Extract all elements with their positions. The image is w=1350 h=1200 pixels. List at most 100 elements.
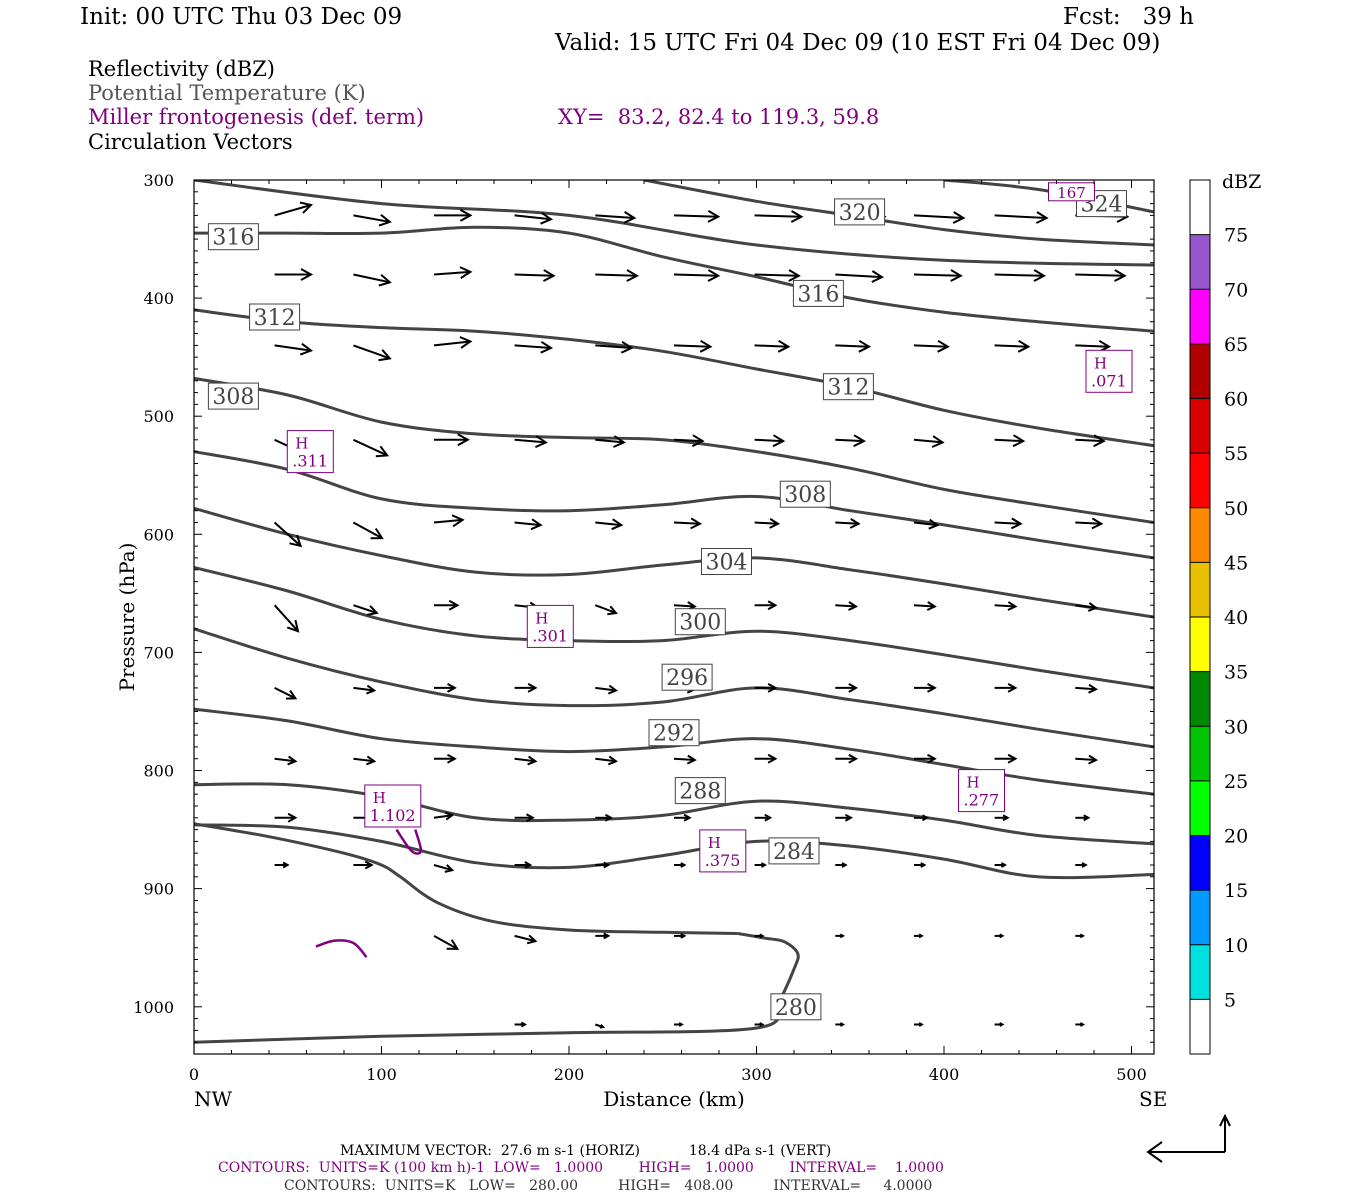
frontogenesis-max: H.277 <box>958 769 1005 813</box>
y-tick-label: 600 <box>143 525 174 544</box>
circulation-vector <box>514 1021 528 1028</box>
svg-text:.277: .277 <box>964 791 1000 810</box>
colorbar-label: 75 <box>1224 225 1248 247</box>
circulation-vector <box>754 813 773 822</box>
field-vectors: Circulation Vectors <box>88 130 293 154</box>
circulation-vector <box>913 339 950 353</box>
circulation-vector <box>352 521 384 540</box>
circulation-vector <box>434 753 457 764</box>
svg-text:.375: .375 <box>705 851 741 870</box>
svg-text:320: 320 <box>839 201 881 226</box>
svg-text:296: 296 <box>666 666 708 691</box>
circulation-vector <box>594 1023 605 1029</box>
colorbar-segment <box>1190 453 1210 508</box>
circulation-vector <box>595 813 613 822</box>
circulation-vector <box>754 933 765 939</box>
max-vector-text: MAXIMUM VECTOR: 27.6 m s-1 (HORIZ) 18.4 … <box>340 1143 831 1159</box>
svg-text:308: 308 <box>784 483 826 508</box>
svg-text:H: H <box>535 609 548 627</box>
theta-label-300: 300 <box>674 608 726 636</box>
x-tick-label: 200 <box>554 1065 585 1084</box>
circulation-vector <box>994 601 1018 611</box>
circulation-vector <box>754 753 778 764</box>
circulation-vector <box>274 755 298 766</box>
circulation-vector <box>994 434 1026 448</box>
colorbar-segment <box>1190 617 1210 672</box>
x-tick-label: 500 <box>1116 1065 1147 1084</box>
x-tick-label: 0 <box>189 1065 199 1084</box>
svg-text:280: 280 <box>775 996 817 1021</box>
x-tick-label: 300 <box>741 1065 772 1084</box>
circulation-vector <box>914 753 937 764</box>
circulation-vector <box>754 434 786 448</box>
circulation-vector <box>514 435 548 449</box>
circulation-vector <box>994 933 1005 939</box>
theta-label-292: 292 <box>648 719 700 747</box>
frontogenesis-max: 167 <box>1048 182 1095 202</box>
circulation-vector <box>994 862 1008 868</box>
y-tick-label: 700 <box>143 643 174 662</box>
theta-label-312: 312 <box>822 373 874 401</box>
x-axis-label: Distance (km) <box>603 1087 745 1111</box>
init-time: Init: 00 UTC Thu 03 Dec 09 <box>80 4 403 30</box>
svg-text:H: H <box>967 774 980 792</box>
frontogenesis-max: H.071 <box>1085 349 1133 393</box>
field-reflectivity: Reflectivity (dBZ) <box>88 57 276 81</box>
circulation-vector <box>594 604 618 616</box>
frontogenesis-contours <box>315 828 423 959</box>
circulation-vector <box>1075 269 1127 282</box>
circulation-vector <box>994 517 1023 530</box>
circulation-vector <box>595 340 634 354</box>
circulation-vector <box>673 269 721 282</box>
circulation-vector <box>914 933 924 939</box>
colorbar-segment <box>1190 780 1210 836</box>
svg-text:316: 316 <box>797 282 839 307</box>
circulation-vector <box>754 683 778 693</box>
circulation-vector <box>353 684 377 695</box>
colorbar-label: 40 <box>1224 607 1248 629</box>
circulation-vector <box>913 518 940 530</box>
colorbar-segment <box>1190 890 1210 945</box>
svg-text:.071: .071 <box>1091 371 1127 390</box>
svg-text:312: 312 <box>254 306 296 331</box>
y-tick-label: 800 <box>143 762 174 781</box>
svg-text:288: 288 <box>679 780 721 805</box>
valid-time: Valid: 15 UTC Fri 04 Dec 09 (10 EST Fri … <box>555 30 1161 56</box>
svg-text:H: H <box>1094 354 1107 372</box>
circulation-vector <box>273 604 300 633</box>
colorbar: 5 10 15 20 25 30 35 40 45 50 55 60 65 70 75 dBZ <box>1189 171 1261 1055</box>
circulation-vector <box>674 813 692 822</box>
circulation-vectors <box>273 201 1154 1029</box>
circulation-vector <box>1075 814 1091 822</box>
colorbar-title: dBZ <box>1222 171 1261 193</box>
theta-contour-300 <box>194 565 1154 690</box>
circulation-vector <box>673 434 705 448</box>
colorbar-segment <box>1190 562 1210 617</box>
svg-text:308: 308 <box>212 385 254 410</box>
svg-text:304: 304 <box>706 551 748 576</box>
theta-contour-324 <box>943 180 1154 214</box>
svg-text:284: 284 <box>773 840 815 865</box>
svg-text:H: H <box>373 789 386 807</box>
circulation-vector <box>914 683 937 693</box>
circulation-vector <box>835 434 866 448</box>
x-tick-label: 100 <box>366 1065 397 1084</box>
xy-coordinates: XY= 83.2, 82.4 to 119.3, 59.8 <box>558 105 880 129</box>
y-axis-label: Pressure (hPa) <box>115 543 139 692</box>
theta-contour-296 <box>194 627 1154 749</box>
circulation-vector <box>514 211 554 225</box>
colorbar-label: 60 <box>1224 389 1248 411</box>
circulation-vector <box>353 755 377 766</box>
circulation-vector <box>434 209 473 222</box>
colorbar-segment <box>1190 289 1210 344</box>
theta-label-316: 316 <box>207 223 259 251</box>
circulation-vector <box>913 435 945 448</box>
colorbar-label: 25 <box>1224 771 1248 793</box>
svg-text:1.102: 1.102 <box>370 806 416 825</box>
frontogenesis-contour <box>395 828 423 855</box>
svg-text:.301: .301 <box>532 626 568 645</box>
circulation-vector <box>994 339 1031 353</box>
circulation-vector <box>434 599 460 611</box>
contour-labels: 316 312 308 320 324 316 312 308 304 300 296 292 288 2… <box>207 190 1127 1021</box>
